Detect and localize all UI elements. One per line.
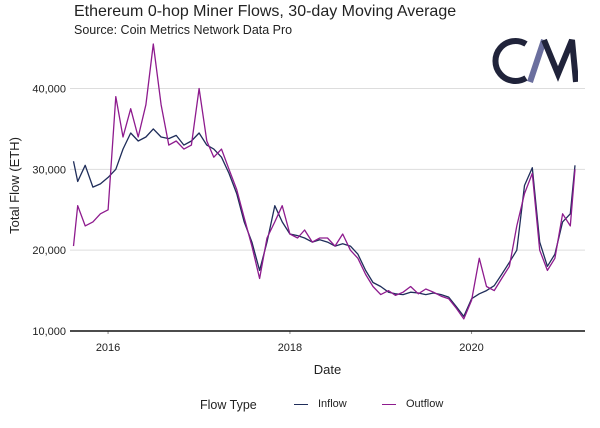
x-tick-label: 2016 — [96, 342, 120, 354]
chart-subtitle: Source: Coin Metrics Network Data Pro — [74, 23, 293, 37]
y-tick-label: 10,000 — [32, 326, 66, 338]
y-tick-label: 40,000 — [32, 84, 66, 96]
x-tick-label: 2020 — [459, 342, 483, 354]
legend-item-outflow: Outflow — [382, 398, 443, 410]
chart-title: Ethereum 0-hop Miner Flows, 30-day Movin… — [74, 3, 457, 20]
y-tick-label: 20,000 — [32, 245, 66, 257]
y-tick-label: 30,000 — [32, 164, 66, 176]
series-line-inflow — [72, 128, 576, 318]
coin-metrics-logo — [492, 38, 578, 84]
x-axis-title: Date — [314, 362, 341, 377]
flow-line-chart: 10,000 20,000 30,000 40,000 2016 2018 2020 Date… — [7, 43, 585, 377]
logo-m-letter — [541, 38, 578, 83]
legend-swatch-outflow — [382, 403, 396, 405]
logo-c-letter — [492, 38, 528, 84]
legend-item-inflow: Inflow — [294, 398, 347, 410]
legend-label-inflow: Inflow — [318, 398, 347, 410]
y-axis-title: Total Flow (ETH) — [7, 137, 22, 234]
legend: Flow Type Inflow Outflow — [0, 396, 600, 418]
logo-slash — [527, 39, 547, 83]
legend-swatch-inflow — [294, 403, 308, 405]
legend-title: Flow Type — [200, 398, 257, 412]
legend-label-outflow: Outflow — [406, 398, 444, 410]
series-line-outflow — [72, 43, 576, 320]
x-tick-label: 2018 — [278, 342, 302, 354]
